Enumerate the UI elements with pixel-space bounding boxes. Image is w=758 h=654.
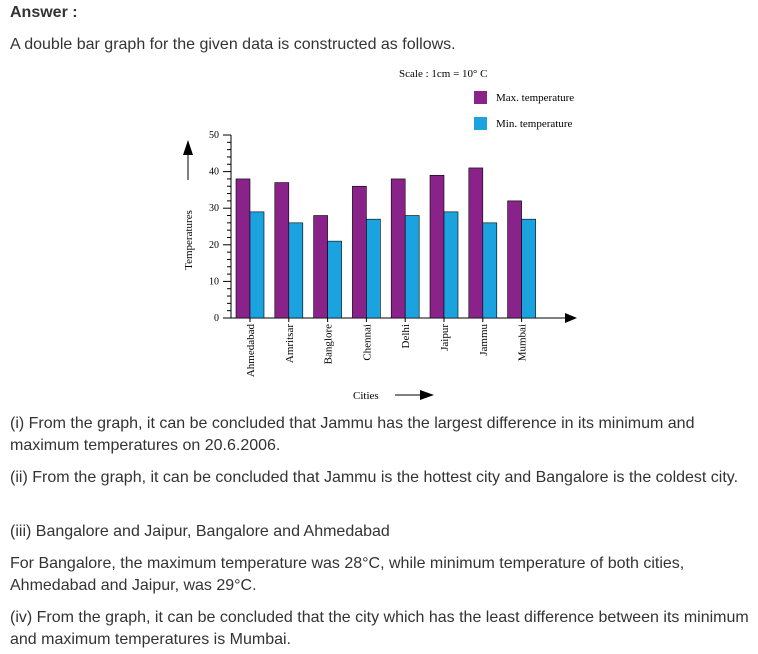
y-tick-label: 20 xyxy=(209,240,219,251)
bar-min-temperature xyxy=(327,240,342,319)
x-tick-labels: Ahmedabad Amritsar Banglore Chennai Delhi Jai… xyxy=(245,324,529,378)
legend: Max. temperature Min. temperature xyxy=(474,91,574,130)
x-tick-label: Mumbai xyxy=(517,324,529,361)
bar-max-temperature xyxy=(468,167,484,319)
y-axis-label: Temperatures xyxy=(183,210,195,270)
y-tick-label: 50 xyxy=(209,130,219,141)
answer-ii: (ii) From the graph, it can be concluded… xyxy=(10,469,739,486)
y-axis: 0 10 20 30 40 50 xyxy=(209,130,232,324)
x-tick-label: Jaipur xyxy=(439,324,451,351)
x-tick-label: Delhi xyxy=(400,324,412,348)
y-axis-arrow-icon xyxy=(183,140,193,155)
legend-label-max: Max. temperature xyxy=(496,92,574,104)
answer-i: (i) From the graph, it can be concluded … xyxy=(10,415,695,454)
bar-max-temperature xyxy=(313,215,328,319)
intro-text: A double bar graph for the given data is… xyxy=(10,36,456,53)
bar-min-temperature xyxy=(482,222,498,319)
legend-swatch-min xyxy=(474,117,487,130)
legend-label-min: Min. temperature xyxy=(496,118,572,130)
answer-iii: (iii) Bangalore and Jaipur, Bangalore an… xyxy=(10,523,390,540)
answer-heading: Answer : xyxy=(10,4,78,21)
x-tick-label: Jammu xyxy=(478,324,490,356)
bar-max-temperature xyxy=(235,178,251,319)
y-tick-label: 40 xyxy=(209,167,219,178)
bar-min-temperature xyxy=(443,211,459,319)
y-tick-label: 0 xyxy=(214,313,219,324)
answer-iii-explanation: For Bangalore, the maximum temperature w… xyxy=(10,555,685,594)
x-axis-arrow-icon xyxy=(420,390,434,400)
bar-min-temperature xyxy=(249,211,265,319)
x-tick-label: Ahmedabad xyxy=(245,324,257,378)
x-tick-label: Chennai xyxy=(361,324,373,361)
x-tick-label: Amritsar xyxy=(284,324,296,363)
bar-max-temperature xyxy=(390,178,406,319)
bar-min-temperature xyxy=(366,218,381,319)
x-axis-label: Cities xyxy=(353,390,379,402)
bar-max-temperature xyxy=(507,200,522,319)
x-tick-label: Banglore xyxy=(323,324,335,364)
scale-note: Scale : 1cm = 10° C xyxy=(399,68,488,80)
bar-max-temperature xyxy=(352,185,367,319)
legend-swatch-max xyxy=(474,91,487,104)
y-tick-label: 10 xyxy=(209,276,219,287)
bar-max-temperature xyxy=(274,182,290,319)
bars xyxy=(235,167,536,319)
answer-iv: (iv) From the graph, it can be concluded… xyxy=(10,609,749,648)
bar-min-temperature xyxy=(404,215,420,319)
x-axis-end-arrow-icon xyxy=(565,313,577,323)
bar-max-temperature xyxy=(429,174,445,319)
y-tick-label: 30 xyxy=(209,203,219,214)
double-bar-chart: Scale : 1cm = 10° C Max. temperature Min… xyxy=(183,68,577,402)
bar-min-temperature xyxy=(288,222,304,319)
bar-min-temperature xyxy=(521,218,536,319)
